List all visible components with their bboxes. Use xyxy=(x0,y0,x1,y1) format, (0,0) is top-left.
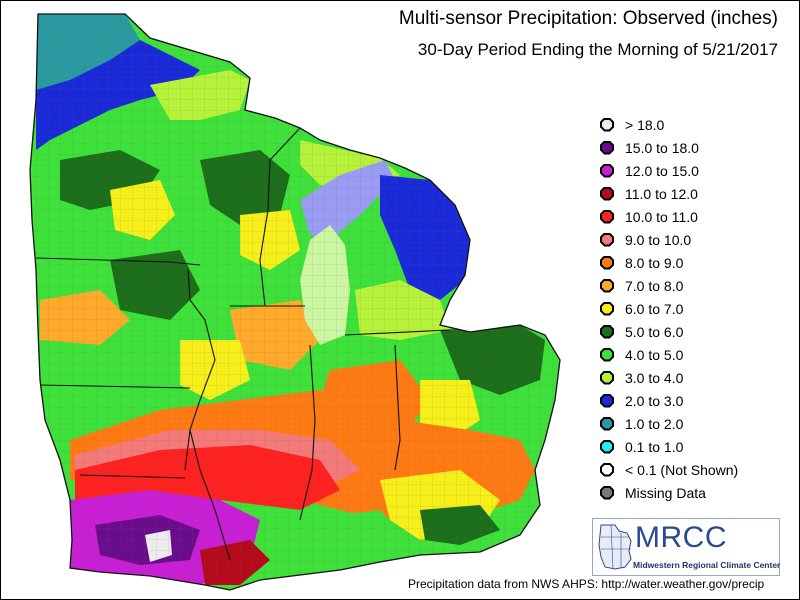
legend-swatch xyxy=(600,439,614,454)
legend-item: 12.0 to 15.0 xyxy=(600,159,780,182)
legend: > 18.0 15.0 to 18.0 12.0 to 15.0 11.0 to 12… xyxy=(600,113,780,504)
legend-label: 6.0 to 7.0 xyxy=(625,300,684,317)
region-outline xyxy=(29,13,561,591)
legend-swatch xyxy=(600,393,614,408)
logo-name: MRCC xyxy=(635,521,727,554)
legend-swatch xyxy=(600,324,614,339)
legend-label: 11.0 to 12.0 xyxy=(625,185,698,202)
legend-item: 10.0 to 11.0 xyxy=(600,205,780,228)
legend-swatch xyxy=(600,163,614,178)
legend-label: 7.0 to 8.0 xyxy=(625,277,684,294)
data-source-footer: Precipitation data from NWS AHPS: http:/… xyxy=(408,577,765,591)
legend-label: 15.0 to 18.0 xyxy=(625,139,699,156)
legend-item: 1.0 to 2.0 xyxy=(600,412,780,435)
legend-swatch xyxy=(600,301,614,316)
legend-swatch xyxy=(600,347,614,362)
legend-label: 3.0 to 4.0 xyxy=(625,369,684,386)
legend-swatch xyxy=(600,370,614,385)
legend-item: 3.0 to 4.0 xyxy=(600,366,780,389)
legend-label: 0.1 to 1.0 xyxy=(625,438,684,455)
legend-item: 11.0 to 12.0 xyxy=(600,182,780,205)
legend-swatch xyxy=(600,485,614,500)
legend-item: < 0.1 (Not Shown) xyxy=(600,458,780,481)
legend-item: 7.0 to 8.0 xyxy=(600,274,780,297)
legend-swatch xyxy=(600,209,614,224)
legend-label: < 0.1 (Not Shown) xyxy=(625,461,739,478)
legend-item: > 18.0 xyxy=(600,113,780,136)
midwest-map-icon xyxy=(598,524,632,570)
legend-swatch xyxy=(600,416,614,431)
legend-label: 4.0 to 5.0 xyxy=(625,346,684,363)
legend-label: > 18.0 xyxy=(625,116,665,133)
legend-swatch xyxy=(600,186,614,201)
legend-label: Missing Data xyxy=(625,484,706,501)
legend-swatch xyxy=(600,255,614,270)
legend-swatch xyxy=(600,278,614,293)
legend-swatch xyxy=(600,140,614,155)
legend-label: 1.0 to 2.0 xyxy=(625,415,684,432)
legend-item: 0.1 to 1.0 xyxy=(600,435,780,458)
legend-item: 4.0 to 5.0 xyxy=(600,343,780,366)
legend-label: 12.0 to 15.0 xyxy=(625,162,699,179)
legend-label: 10.0 to 11.0 xyxy=(625,208,698,225)
map-subtitle: 30-Day Period Ending the Morning of 5/21… xyxy=(417,40,778,59)
legend-label: 5.0 to 6.0 xyxy=(625,323,684,340)
legend-item: 6.0 to 7.0 xyxy=(600,297,780,320)
legend-swatch xyxy=(600,232,614,247)
legend-label: 9.0 to 10.0 xyxy=(625,231,692,248)
legend-label: 2.0 to 3.0 xyxy=(625,392,684,409)
mrcc-logo: MRCC Midwestern Regional Climate Center xyxy=(592,518,780,576)
legend-label: 8.0 to 9.0 xyxy=(625,254,684,271)
legend-swatch xyxy=(600,117,614,132)
legend-item: 5.0 to 6.0 xyxy=(600,320,780,343)
logo-full-name: Midwestern Regional Climate Center xyxy=(633,560,781,570)
legend-swatch xyxy=(600,462,614,477)
state-boundaries xyxy=(35,127,451,561)
legend-item: 8.0 to 9.0 xyxy=(600,251,780,274)
map-title: Multi-sensor Precipitation: Observed (in… xyxy=(398,8,778,29)
legend-item: 9.0 to 10.0 xyxy=(600,228,780,251)
legend-item: 15.0 to 18.0 xyxy=(600,136,780,159)
legend-item: Missing Data xyxy=(600,481,780,504)
legend-item: 2.0 to 3.0 xyxy=(600,389,780,412)
